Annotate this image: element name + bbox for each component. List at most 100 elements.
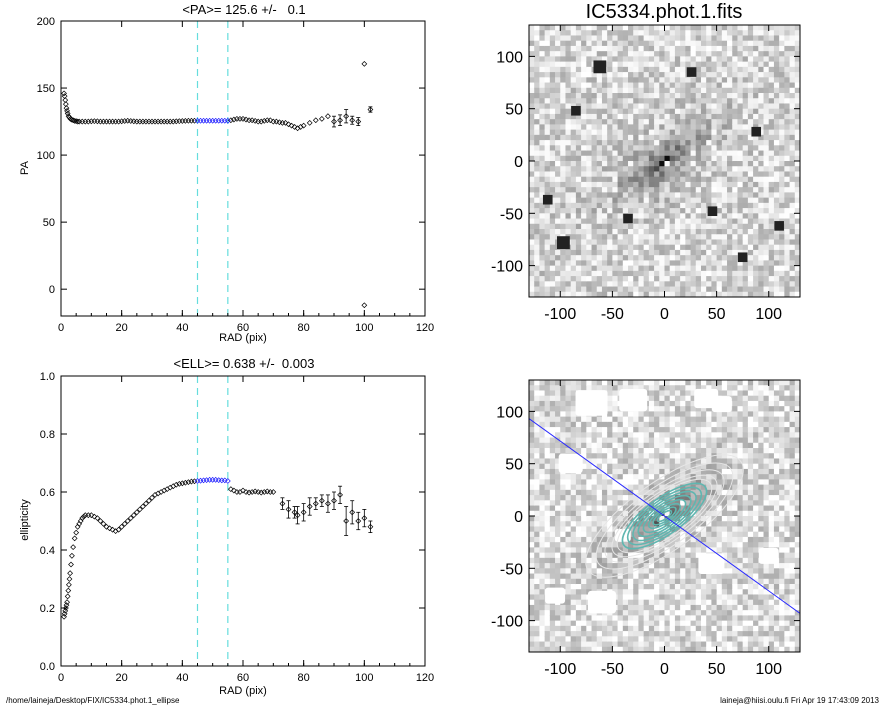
galaxy-pixel (784, 93, 791, 99)
galaxy-pixel (596, 35, 603, 42)
galaxy-pixel (591, 265, 598, 272)
contour-pixel (685, 636, 692, 643)
galaxy-pixel (758, 30, 765, 37)
ellipticity-data-point (100, 521, 107, 527)
galaxy-pixel (633, 229, 640, 235)
galaxy-pixel (690, 108, 697, 115)
contour-pixel (534, 589, 541, 596)
galaxy-pixel (628, 30, 634, 37)
contour-pixel (633, 631, 640, 637)
contour-pixel (601, 557, 608, 564)
galaxy-pixel (612, 56, 619, 63)
galaxy-pixel (680, 291, 686, 297)
contour-pixel (596, 489, 603, 496)
galaxy-pixel (539, 155, 546, 162)
galaxy-pixel (727, 161, 733, 167)
contour-pixel (669, 500, 676, 507)
contour-pixel (622, 432, 629, 439)
galaxy-pixel (664, 140, 671, 146)
galaxy-pixel (607, 223, 613, 230)
contour-pixel (669, 573, 676, 580)
galaxy-pixel (674, 223, 681, 230)
galaxy-pixel (617, 270, 624, 277)
pa-plot-frame (60, 20, 426, 317)
contour-pixel (560, 552, 567, 559)
contour-pixel (700, 432, 707, 439)
galaxy-pixel (534, 72, 541, 78)
galaxy-pixel (581, 145, 587, 152)
contour-pixel (659, 542, 666, 548)
galaxy-pixel (669, 249, 676, 256)
galaxy-pixel (654, 129, 660, 136)
contour-pixel (596, 631, 603, 637)
galaxy-pixel (721, 113, 728, 120)
galaxy-pixel (664, 98, 671, 105)
galaxy-pixel (570, 260, 577, 267)
contour-pixel (638, 427, 645, 433)
galaxy-pixel (617, 276, 624, 282)
galaxy-pixel (617, 244, 624, 251)
galaxy-pixel (742, 260, 749, 267)
galaxy-pixel (534, 45, 541, 52)
galaxy-pixel (529, 124, 535, 131)
contour-pixel (669, 641, 676, 648)
galaxy-pixel (539, 197, 546, 204)
galaxy-pixel (716, 30, 723, 37)
ellipticity-data-point (70, 544, 77, 550)
galaxy-pixel (622, 208, 629, 214)
contour-pixel (586, 552, 593, 559)
galaxy-pixel (747, 93, 754, 99)
contour-pixel (648, 599, 655, 606)
galaxy-pixel (779, 103, 785, 110)
galaxy-pixel (773, 181, 780, 188)
galaxy-pixel (789, 213, 796, 220)
galaxy-pixel (581, 249, 587, 256)
galaxy-pixel (591, 45, 598, 52)
galaxy-pixel (643, 124, 650, 131)
galaxy-pixel (643, 77, 650, 84)
galaxy-pixel (601, 124, 608, 131)
contour-pixel (633, 604, 640, 611)
galaxy-pixel (534, 51, 541, 57)
contour-pixel (680, 390, 686, 397)
galaxy-pixel (633, 145, 640, 152)
galaxy-pixel (742, 197, 749, 204)
galaxy-pixel (529, 66, 535, 73)
galaxy-pixel (700, 244, 707, 251)
galaxy-pixel (601, 166, 608, 173)
galaxy-pixel (607, 161, 613, 167)
galaxy-pixel (648, 30, 655, 37)
galaxy-pixel (753, 77, 759, 84)
galaxy-pixel (727, 239, 733, 246)
contour-pixel (628, 568, 634, 575)
galaxy-pixel (773, 192, 780, 199)
galaxy-pixel (622, 82, 629, 89)
galaxy-pixel (700, 276, 707, 282)
contour-pixel (555, 557, 561, 564)
contour-pixel (633, 557, 640, 564)
galaxy-pixel (549, 93, 556, 99)
contour-pixel (706, 411, 713, 418)
galaxy-pixel (716, 40, 723, 47)
galaxy-pixel (612, 187, 619, 193)
contour-pixel (612, 615, 619, 622)
contour-pixel (664, 427, 671, 433)
galaxy-pixel (700, 40, 707, 47)
galaxy-pixel (654, 218, 660, 225)
contour-pixel (612, 510, 619, 517)
galaxy-pixel (695, 87, 702, 94)
galaxy-pixel (555, 66, 561, 73)
galaxy-pixel (700, 93, 707, 99)
contour-pixel (575, 437, 582, 444)
contour-pixel (706, 599, 713, 606)
galaxy-pixel (721, 181, 728, 188)
galaxy-pixel (659, 255, 666, 261)
galaxy-pixel (555, 208, 561, 214)
contour-pixel (575, 421, 582, 428)
contour-pixel (674, 505, 681, 512)
galaxy-pixel (539, 124, 546, 131)
galaxy-pixel (747, 129, 754, 136)
galaxy-star (571, 105, 581, 116)
galaxy-pixel (721, 213, 728, 220)
galaxy-pixel (560, 265, 567, 272)
